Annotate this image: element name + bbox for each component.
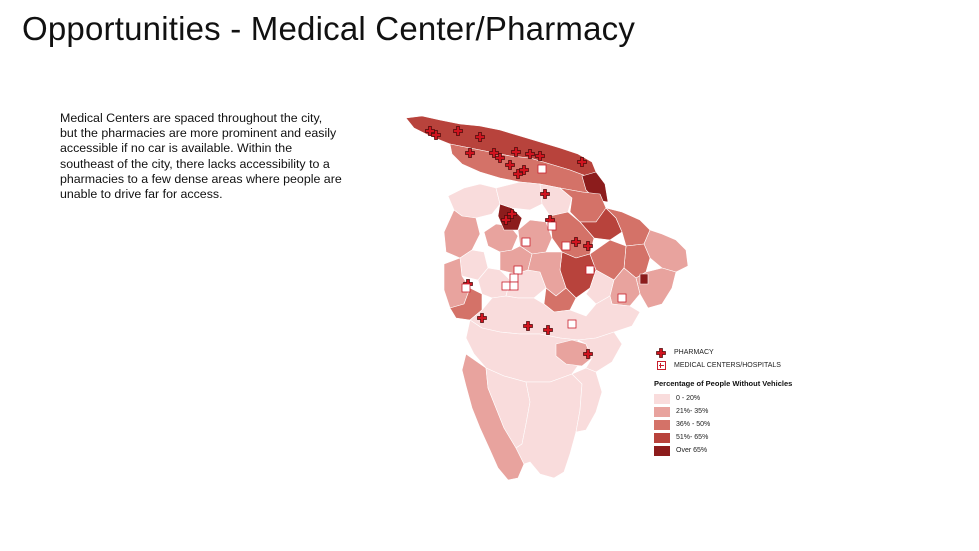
pharmacy-marker <box>501 215 511 225</box>
legend-class-label: Over 65% <box>676 447 708 454</box>
map-region <box>581 171 609 203</box>
legend-class: 0 - 20% <box>654 392 844 405</box>
pharmacy-marker <box>571 237 581 247</box>
hospital-marker <box>521 237 531 247</box>
hospital-marker <box>561 241 571 251</box>
map-region <box>571 367 603 433</box>
legend-medical: MEDICAL CENTERS/HOSPITALS <box>654 359 844 372</box>
map-region <box>555 339 593 367</box>
map-region <box>465 319 583 383</box>
map-region <box>495 181 547 211</box>
hospital-marker <box>509 273 519 283</box>
legend-pharmacy-label: PHARMACY <box>674 349 714 356</box>
slide-title: Opportunities - Medical Center/Pharmacy <box>22 10 636 47</box>
hospital-marker <box>585 265 595 275</box>
legend-class-label: 36% - 50% <box>676 421 711 428</box>
hospital-marker <box>501 281 511 291</box>
pharmacy-marker <box>495 153 505 163</box>
hospital-marker <box>567 319 577 329</box>
pharmacy-marker <box>577 157 587 167</box>
hospital-marker <box>461 283 471 293</box>
legend-heading: Percentage of People Without Vehicles <box>654 379 793 388</box>
legend-class-label: 51%- 65% <box>676 434 709 441</box>
pharmacy-marker <box>523 321 533 331</box>
choropleth-map <box>405 115 689 481</box>
legend-medical-label: MEDICAL CENTERS/HOSPITALS <box>674 362 781 369</box>
pharmacy-marker <box>431 130 441 140</box>
pharmacy-marker <box>525 149 535 159</box>
pharmacy-marker <box>505 160 515 170</box>
legend-class-label: 0 - 20% <box>676 395 701 402</box>
legend-class: 21%- 35% <box>654 405 844 418</box>
legend-class-label: 21%- 35% <box>676 408 709 415</box>
hospital-icon <box>654 361 668 370</box>
map-region <box>639 273 649 285</box>
hospital-marker <box>617 293 627 303</box>
pharmacy-marker <box>507 209 517 219</box>
pharmacy-marker <box>513 169 523 179</box>
pharmacy-marker <box>535 151 545 161</box>
pharmacy-marker <box>519 165 529 175</box>
legend-class: 51%- 65% <box>654 431 844 444</box>
pharmacy-marker <box>477 313 487 323</box>
legend-swatch <box>654 445 670 456</box>
legend-class: 36% - 50% <box>654 418 844 431</box>
legend-swatch <box>654 419 670 430</box>
map-legend: PHARMACY MEDICAL CENTERS/HOSPITALS Perce… <box>654 346 844 457</box>
map-region <box>483 223 519 253</box>
pharmacy-marker <box>453 126 463 136</box>
legend-swatch <box>654 406 670 417</box>
legend-swatch <box>654 432 670 443</box>
legend-class: Over 65% <box>654 444 844 457</box>
hospital-marker <box>547 221 557 231</box>
pharmacy-marker <box>475 132 485 142</box>
hospital-marker <box>509 281 519 291</box>
pharmacy-marker <box>465 148 475 158</box>
red-cross-icon <box>654 347 668 358</box>
map-region <box>449 287 483 321</box>
map-region <box>643 229 689 273</box>
pharmacy-marker <box>583 349 593 359</box>
pharmacy-marker <box>540 189 550 199</box>
pharmacy-marker <box>583 241 593 251</box>
legend-pharmacy: PHARMACY <box>654 346 844 359</box>
description-text: Medical Centers are spaced throughout th… <box>60 111 342 202</box>
hospital-marker <box>513 265 523 275</box>
pharmacy-marker <box>543 325 553 335</box>
legend-swatch <box>654 393 670 404</box>
hospital-marker <box>537 164 547 174</box>
pharmacy-marker <box>511 147 521 157</box>
